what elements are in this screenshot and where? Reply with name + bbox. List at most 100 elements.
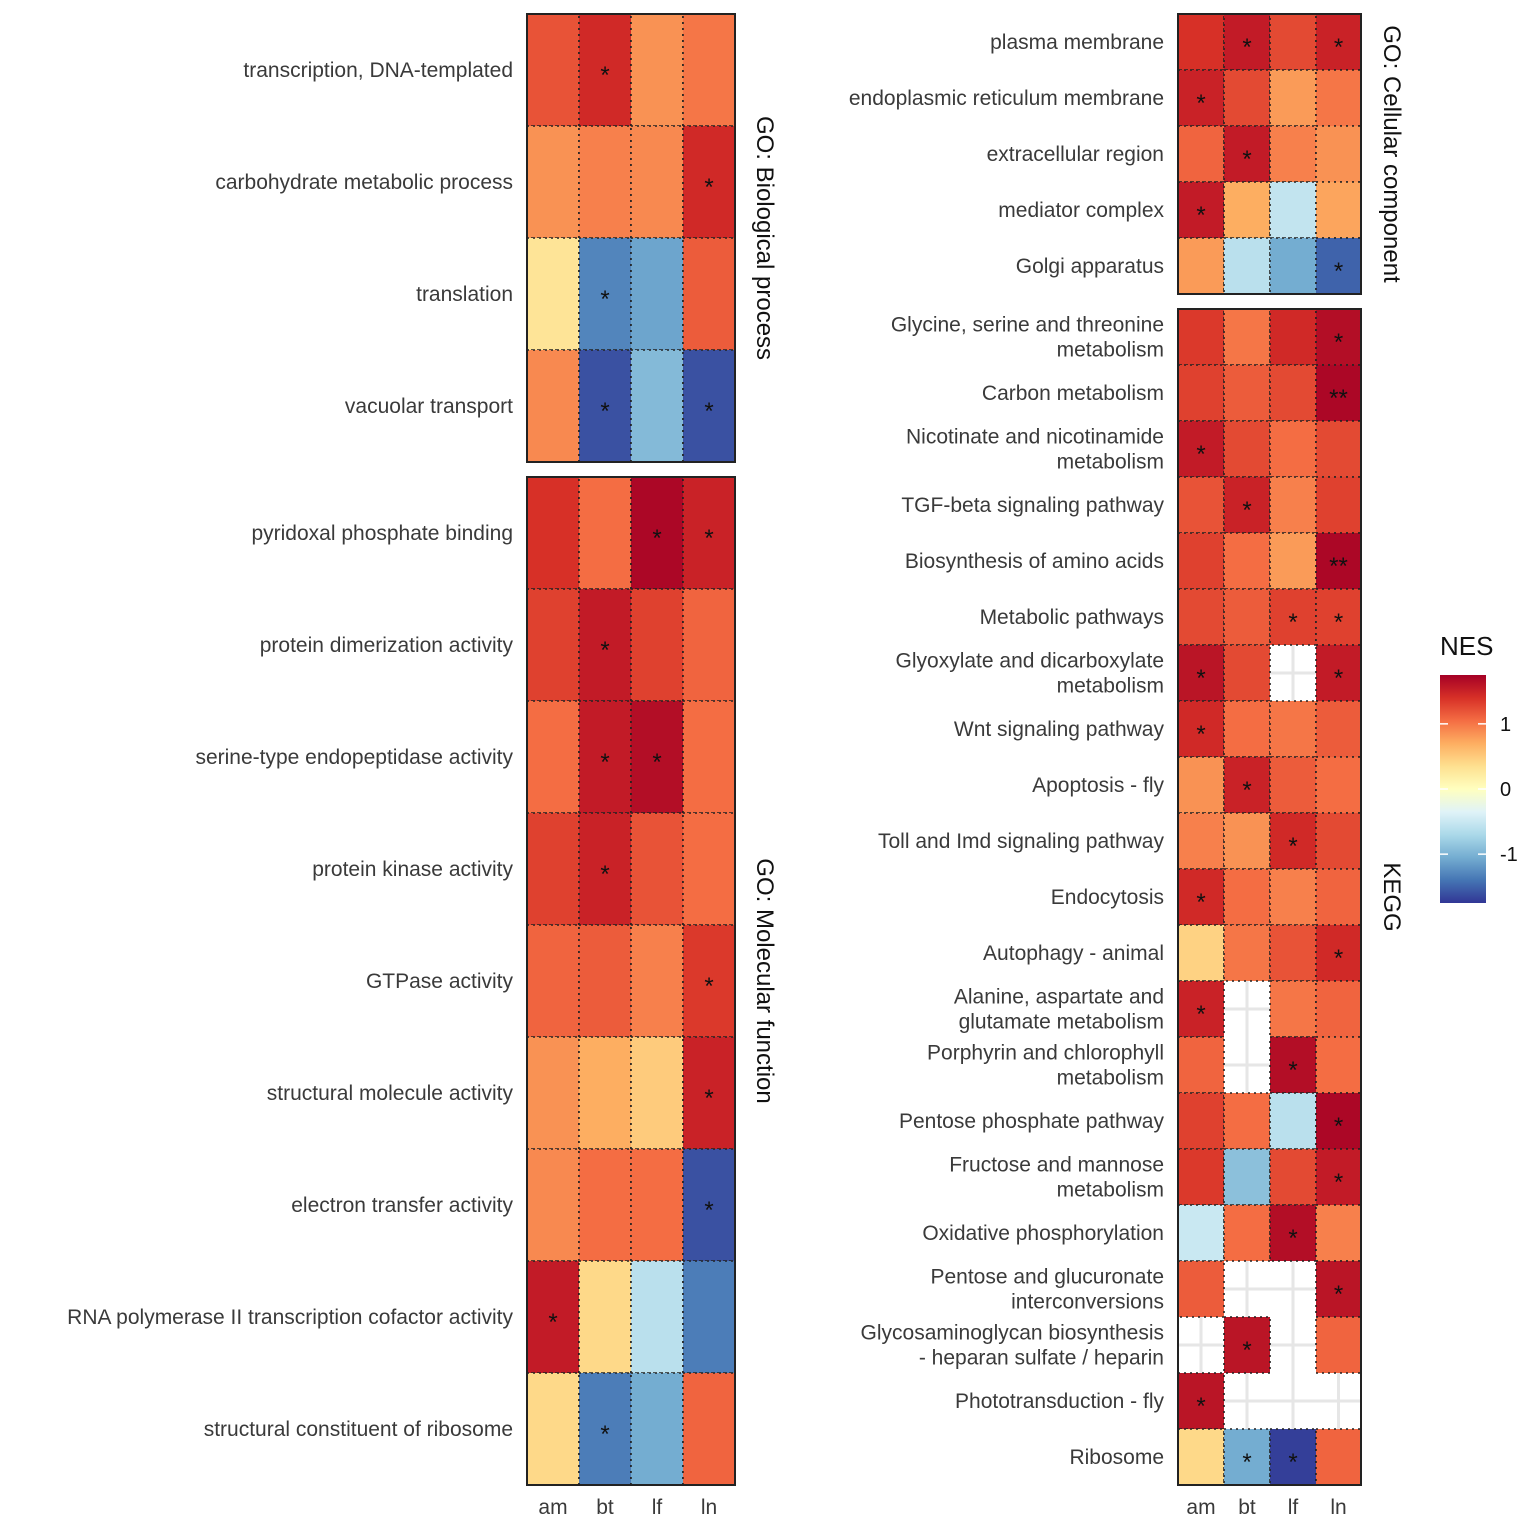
heatmap-cell (630, 700, 684, 814)
heatmap-cell (1315, 364, 1362, 422)
heatmap-cell (1315, 980, 1362, 1038)
heatmap-cell (682, 924, 736, 1038)
significance-star: * (1334, 34, 1343, 61)
heatmap-cell (526, 1148, 580, 1262)
significance-star: * (652, 525, 661, 552)
heatmap-cell (1269, 532, 1317, 590)
significance-star: * (704, 398, 713, 425)
significance-star: * (1242, 34, 1251, 61)
heatmap-cell (1177, 1260, 1225, 1318)
facet-strip-title: GO: Molecular function (751, 858, 778, 1103)
heatmap-cell (578, 476, 632, 590)
row-label: - heparan sulfate / heparin (919, 1347, 1164, 1370)
significance-star: * (1288, 833, 1297, 860)
heatmap-cell (1269, 868, 1317, 926)
heatmap-cell (1177, 980, 1225, 1038)
heatmap-cell (630, 13, 684, 127)
heatmap-cell (526, 13, 580, 127)
row-label: Carbon metabolism (982, 382, 1164, 405)
heatmap-cell (1315, 69, 1362, 127)
x-tick-label: am (538, 1496, 567, 1519)
heatmap-cell (630, 812, 684, 926)
x-tick-label: lf (652, 1496, 663, 1519)
significance-star: * (1196, 1001, 1205, 1028)
heatmap-cell (1177, 1372, 1225, 1430)
significance-star: * (1242, 1337, 1251, 1364)
heatmap-cell (1269, 756, 1317, 814)
row-label: Glyoxylate and dicarboxylate (896, 650, 1164, 673)
heatmap-cell (630, 1260, 684, 1374)
heatmap-cell (630, 125, 684, 239)
heatmap-cell (1223, 588, 1271, 646)
heatmap-cell (1177, 364, 1225, 422)
row-label: Phototransduction - fly (955, 1390, 1164, 1413)
heatmap-cell (526, 588, 580, 702)
row-label: Fructose and mannose (949, 1154, 1164, 1177)
heatmap-cell (1177, 1036, 1225, 1094)
heatmap-cell (1315, 476, 1362, 534)
row-label: Apoptosis - fly (1032, 774, 1164, 797)
row-label: structural molecule activity (267, 1082, 514, 1105)
significance-star: * (600, 861, 609, 888)
heatmap-cell (1223, 476, 1271, 534)
heatmap-cell (630, 237, 684, 351)
heatmap-cell (526, 1036, 580, 1150)
row-label: RNA polymerase II transcription cofactor… (67, 1306, 513, 1329)
heatmap-cell (1223, 237, 1271, 295)
heatmap-cell (1223, 532, 1271, 590)
heatmap-cell (578, 13, 632, 127)
heatmap-cell (578, 700, 632, 814)
heatmap-cell (1269, 476, 1317, 534)
x-tick-label: bt (596, 1496, 614, 1519)
row-label: pyridoxal phosphate binding (251, 522, 513, 545)
significance-star: * (600, 398, 609, 425)
heatmap-cell (1177, 125, 1225, 183)
row-label: Glycosaminoglycan biosynthesis (861, 1322, 1164, 1345)
heatmap-cell (578, 812, 632, 926)
heatmap-cell (1269, 1092, 1317, 1150)
heatmap-cell (1269, 1148, 1317, 1206)
panel-border (526, 13, 736, 463)
row-label: glutamate metabolism (959, 1011, 1164, 1034)
heatmap-cell (682, 1372, 736, 1486)
heatmap-cell (1269, 1428, 1317, 1486)
heatmap-cell (1315, 868, 1362, 926)
heatmap-cell (1223, 308, 1271, 366)
heatmap-cell (1223, 644, 1271, 702)
heatmap-cell (526, 924, 580, 1038)
row-label: Metabolic pathways (980, 606, 1164, 629)
significance-star: * (1242, 497, 1251, 524)
row-label: electron transfer activity (291, 1194, 513, 1217)
panel-1: * * pyridoxal phosphate binding * protein di… (67, 476, 778, 1486)
row-label: interconversions (1011, 1291, 1164, 1314)
heatmap-cell (1269, 237, 1317, 295)
heatmap-cell (526, 476, 580, 590)
heatmap-cell (1223, 1428, 1271, 1486)
significance-star: ** (1329, 553, 1348, 580)
significance-star: * (1196, 90, 1205, 117)
heatmap-cell (1269, 125, 1317, 183)
heatmap-cell (630, 349, 684, 463)
row-label: serine-type endopeptidase activity (195, 746, 513, 769)
heatmap-cell (1177, 69, 1225, 127)
heatmap-cell (1315, 1316, 1362, 1374)
legend-tick-label: 1 (1500, 714, 1511, 736)
significance-star: * (704, 1085, 713, 1112)
significance-star: * (1242, 146, 1251, 173)
row-label: metabolism (1057, 1067, 1164, 1090)
significance-star: * (1196, 889, 1205, 916)
heatmap-cell (578, 588, 632, 702)
significance-star: * (1196, 202, 1205, 229)
significance-star: * (704, 973, 713, 1000)
row-label: plasma membrane (990, 31, 1164, 54)
row-label: structural constituent of ribosome (204, 1418, 513, 1441)
nes-legend: NES 1 0 -1 (1440, 631, 1518, 903)
heatmap-cell (1177, 13, 1225, 71)
heatmap-cell (1315, 1260, 1362, 1318)
heatmap-cell (1177, 812, 1225, 870)
heatmap-cell (682, 700, 736, 814)
x-tick-label: ln (1330, 1496, 1346, 1519)
row-label: Glycine, serine and threonine (891, 314, 1164, 337)
row-label: Ribosome (1069, 1446, 1164, 1469)
